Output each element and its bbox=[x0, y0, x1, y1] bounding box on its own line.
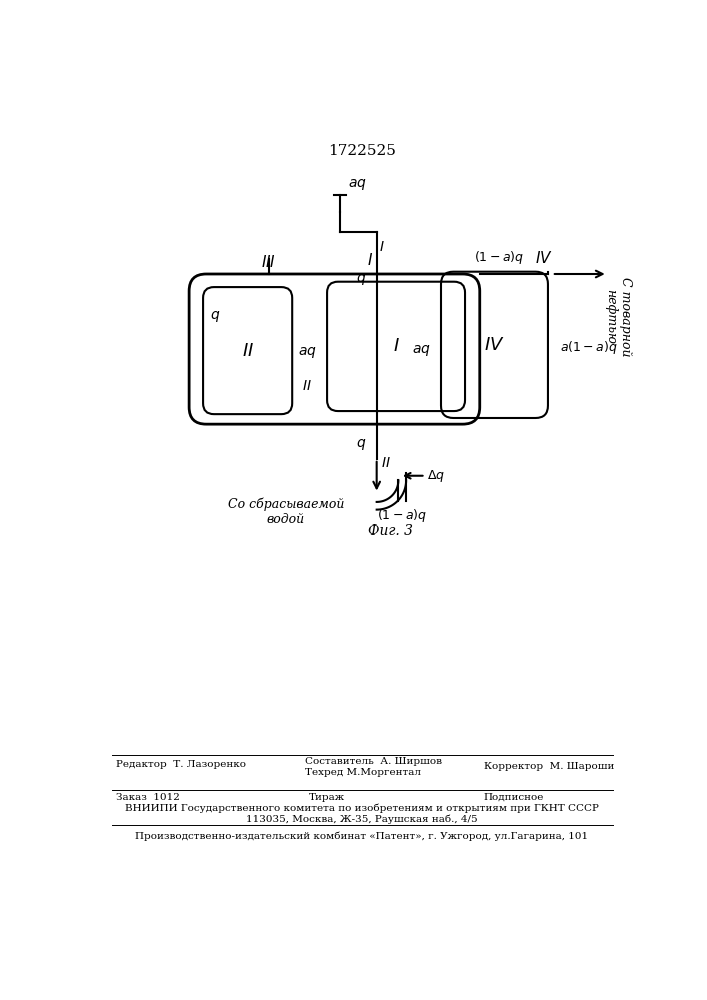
Text: С товарной
нефтью: С товарной нефтью bbox=[604, 277, 631, 356]
Text: $I$: $I$ bbox=[392, 337, 399, 355]
Text: $aq$: $aq$ bbox=[298, 345, 316, 360]
Text: Фиг. 3: Фиг. 3 bbox=[368, 524, 413, 538]
Text: Производственно-издательский комбинат «Патент», г. Ужгород, ул.Гагарина, 101: Производственно-издательский комбинат «П… bbox=[135, 831, 588, 841]
Text: 113035, Москва, Ж-35, Раушская наб., 4/5: 113035, Москва, Ж-35, Раушская наб., 4/5 bbox=[246, 814, 478, 824]
Text: Корректор  М. Шароши: Корректор М. Шароши bbox=[484, 762, 614, 771]
Text: Техред М.Моргентал: Техред М.Моргентал bbox=[305, 768, 421, 777]
Text: $III$: $III$ bbox=[262, 254, 276, 270]
Text: $II$: $II$ bbox=[380, 456, 390, 470]
Text: Редактор  Т. Лазоренко: Редактор Т. Лазоренко bbox=[115, 760, 245, 769]
Text: $II$: $II$ bbox=[302, 379, 312, 393]
Text: Подписное: Подписное bbox=[484, 793, 544, 802]
Text: ВНИИПИ Государственного комитета по изобретениям и открытиям при ГКНТ СССР: ВНИИПИ Государственного комитета по изоб… bbox=[125, 804, 599, 813]
Text: $I$: $I$ bbox=[367, 252, 373, 268]
Text: $(1-a)q$: $(1-a)q$ bbox=[377, 507, 427, 524]
Text: Со сбрасываемой
водой: Со сбрасываемой водой bbox=[228, 497, 344, 526]
Text: $q$: $q$ bbox=[356, 272, 366, 287]
Text: Составитель  А. Ширшов: Составитель А. Ширшов bbox=[305, 757, 443, 766]
Text: $(1-a)q$: $(1-a)q$ bbox=[474, 249, 524, 266]
Text: $aq$: $aq$ bbox=[348, 177, 367, 192]
Text: $I$: $I$ bbox=[379, 240, 385, 254]
Text: Тираж: Тираж bbox=[309, 793, 346, 802]
Text: $IV$: $IV$ bbox=[484, 336, 505, 354]
Text: $IV$: $IV$ bbox=[534, 250, 553, 266]
Text: $II$: $II$ bbox=[242, 342, 254, 360]
Text: $\Delta q$: $\Delta q$ bbox=[427, 468, 445, 484]
Text: $q$: $q$ bbox=[356, 437, 366, 452]
Text: $a(1-a)q$: $a(1-a)q$ bbox=[559, 339, 617, 356]
Text: Заказ  1012: Заказ 1012 bbox=[115, 793, 180, 802]
Text: $aq$: $aq$ bbox=[412, 344, 431, 359]
Text: $q$: $q$ bbox=[209, 309, 220, 324]
Text: 1722525: 1722525 bbox=[328, 144, 396, 158]
